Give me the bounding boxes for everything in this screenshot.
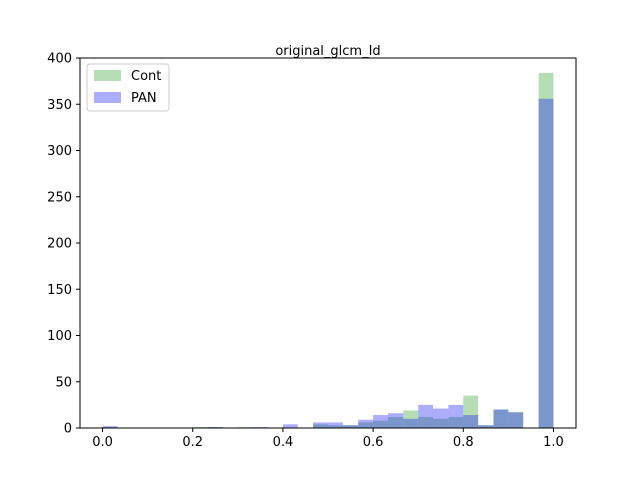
- bar-pan-10: [403, 418, 419, 428]
- bar-pan-6: [342, 425, 359, 428]
- x-tick-label: 0.2: [182, 435, 203, 450]
- x-tick-label: 0.4: [273, 435, 294, 450]
- bar-pan-18: [538, 98, 554, 428]
- bar-cont-14: [463, 395, 479, 429]
- bar-pan-9: [387, 413, 404, 428]
- bar-pan-12: [433, 408, 449, 428]
- bar-cont-18: [538, 72, 554, 429]
- legend: Cont PAN: [86, 63, 170, 112]
- bar-pan-15: [478, 425, 494, 428]
- bar-pan-5: [328, 422, 343, 428]
- legend-swatch-pan: [94, 92, 121, 103]
- bar-pan-11: [418, 404, 434, 429]
- y-tick-label: 200: [47, 237, 72, 252]
- legend-label-cont: Cont: [131, 69, 161, 84]
- bar-pan-16: [493, 409, 509, 428]
- bar-pan-0: [102, 426, 118, 428]
- bar-cont-16: [493, 409, 509, 428]
- chart-title: original_glcm_Id: [275, 44, 380, 59]
- bar-cont-5: [328, 425, 343, 428]
- bar-pan-4: [313, 422, 328, 428]
- y-tick-label: 250: [47, 190, 72, 205]
- bar-cont-13: [448, 416, 464, 428]
- y-tick-label: 400: [47, 52, 72, 67]
- bar-cont-10: [403, 410, 419, 428]
- y-tick-label: 0: [64, 422, 72, 437]
- bar-pan-14: [463, 415, 479, 428]
- y-tick-label: 350: [47, 98, 72, 113]
- bar-cont-7: [358, 422, 374, 428]
- bar-cont-6: [342, 425, 359, 428]
- bar-cont-15: [478, 425, 494, 428]
- bar-cont-9: [387, 416, 404, 428]
- bar-cont-17: [508, 412, 524, 428]
- x-tick-label: 0.8: [453, 435, 474, 450]
- x-tick-label: 0.6: [363, 435, 384, 450]
- bar-cont-8: [373, 420, 388, 428]
- y-tick-label: 300: [47, 144, 72, 159]
- y-tick-label: 100: [47, 329, 72, 344]
- bar-pan-17: [508, 412, 524, 428]
- bar-pan-7: [358, 419, 374, 428]
- bar-pan-3: [282, 424, 298, 428]
- bar-cont-12: [433, 418, 449, 428]
- bar-cont-11: [418, 416, 434, 428]
- y-axis: 0 50 100 150 200 250 300 350 400: [47, 52, 80, 437]
- bar-pan-13: [448, 404, 464, 429]
- x-tick-label: 0.0: [92, 435, 113, 450]
- legend-swatch-cont: [94, 70, 121, 81]
- x-tick-label: 1.0: [543, 435, 564, 450]
- y-tick-label: 150: [47, 283, 72, 298]
- legend-label-pan: PAN: [131, 91, 157, 106]
- bar-cont-4: [313, 424, 328, 428]
- x-axis: 0.0 0.2 0.4 0.6 0.8 1.0: [92, 428, 564, 450]
- y-tick-label: 50: [55, 375, 72, 390]
- bar-pan-8: [373, 415, 388, 428]
- bars-layer: [102, 72, 554, 429]
- legend-box: [86, 63, 170, 112]
